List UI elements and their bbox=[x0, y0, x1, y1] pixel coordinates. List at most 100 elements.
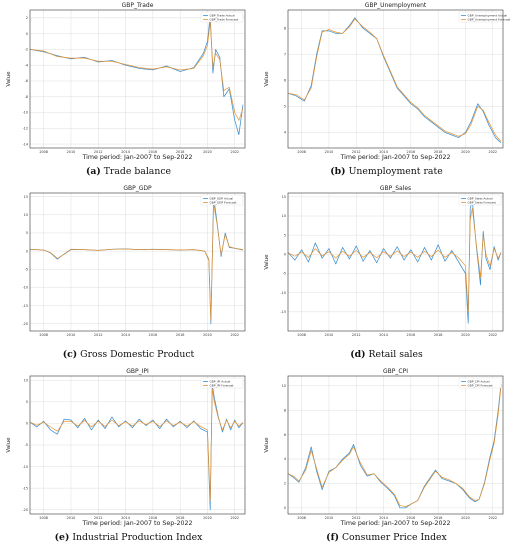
y-tick-label: 10 bbox=[24, 213, 28, 217]
caption-text: Industrial Production Index bbox=[72, 532, 203, 543]
y-tick-label: -15 bbox=[280, 310, 286, 314]
legend-box bbox=[200, 377, 244, 389]
x-tick-label: 2022 bbox=[488, 516, 497, 520]
caption-label: (b) bbox=[330, 166, 346, 177]
x-tick-label: 2012 bbox=[94, 516, 103, 520]
x-tick-label: 2018 bbox=[434, 150, 443, 154]
legend-box bbox=[458, 194, 502, 206]
x-tick-label: 2016 bbox=[149, 150, 158, 154]
plot-frame bbox=[29, 192, 246, 332]
series-line-gbp-cpi-forecast bbox=[287, 386, 502, 508]
y-tick-label: 5 bbox=[26, 231, 28, 235]
legend-label: GBP_Unemployment Actual bbox=[468, 14, 508, 18]
legend-label: GBP_GDP Forecast bbox=[210, 201, 238, 205]
y-tick-label: -15 bbox=[22, 304, 28, 308]
x-tick-label: 2010 bbox=[67, 516, 76, 520]
y-tick-label: 4 bbox=[284, 457, 286, 461]
x-tick-label: 2022 bbox=[488, 150, 497, 154]
y-tick-label: 8 bbox=[284, 408, 286, 412]
x-axis-label: Time period: Jan-2007 to Sep-2022 bbox=[81, 154, 192, 161]
series-line-gbp-sales-actual bbox=[287, 200, 502, 324]
plot-frame bbox=[29, 9, 246, 149]
y-tick-label: 15 bbox=[24, 195, 28, 199]
y-tick-label: -14 bbox=[22, 142, 28, 146]
x-tick-label: 2014 bbox=[121, 150, 130, 154]
plot-frame bbox=[287, 9, 504, 149]
x-tick-label: 2020 bbox=[461, 333, 470, 337]
x-tick-label: 2012 bbox=[352, 333, 361, 337]
y-tick-label: 0 bbox=[26, 422, 28, 426]
y-tick-label: 6 bbox=[284, 79, 286, 83]
caption-industrial-production-index: (e) Industrial Production Index bbox=[0, 532, 257, 543]
caption-gross-domestic-product: (c) Gross Domestic Product bbox=[0, 349, 257, 360]
y-tick-label: 0 bbox=[284, 253, 286, 257]
y-tick-label: 5 bbox=[284, 233, 286, 237]
x-tick-label: 2012 bbox=[352, 150, 361, 154]
panel-unemployment-rate: 2008 2010 2012 2014 2016 2018 2020 2022 8 7 6 5 4 GBP… bbox=[258, 0, 515, 183]
x-tick-label: 2020 bbox=[203, 333, 212, 337]
x-tick-label: 2008 bbox=[297, 333, 306, 337]
y-tick-label: -10 bbox=[22, 111, 28, 115]
y-tick-label: 8 bbox=[284, 26, 286, 30]
legend-label: GBP_Sales Forecast bbox=[468, 201, 497, 205]
caption-consumer-price-index: (f) Consumer Price Index bbox=[258, 532, 515, 543]
y-tick-label: 10 bbox=[24, 379, 28, 383]
panel-consumer-price-index: 2008 2010 2012 2014 2016 2018 2020 2022 10 8 6 4 2 0 G… bbox=[258, 366, 515, 549]
caption-text: Unemployment rate bbox=[348, 166, 443, 177]
y-tick-label: 0 bbox=[284, 506, 286, 510]
legend-label: GBP_Trade Actual bbox=[210, 14, 235, 18]
chart-trade-balance: 2008 2010 2012 2014 2016 2018 2020 2022 2 0 -2 -4 -6… bbox=[6, 2, 246, 161]
y-tick-label: -6 bbox=[25, 79, 28, 83]
x-tick-label: 2014 bbox=[379, 333, 388, 337]
x-tick-label: 2014 bbox=[379, 150, 388, 154]
x-tick-label: 2020 bbox=[461, 516, 470, 520]
legend-label: GBP_IPI Forecast bbox=[210, 384, 235, 388]
y-tick-label: -20 bbox=[22, 508, 28, 512]
x-tick-label: 2018 bbox=[434, 516, 443, 520]
caption-text: Trade balance bbox=[103, 166, 172, 177]
legend-box bbox=[458, 11, 502, 23]
legend-label: GBP_CPI Actual bbox=[468, 380, 490, 384]
x-tick-label: 2010 bbox=[325, 333, 334, 337]
chart-title: GBP_CPI bbox=[383, 368, 408, 375]
legend-label: GBP_IPI Actual bbox=[210, 380, 231, 384]
y-tick-label: 2 bbox=[284, 482, 286, 486]
caption-text: Consumer Price Index bbox=[341, 532, 447, 543]
series-line-gbp-cpi-actual bbox=[287, 384, 502, 509]
y-tick-label: -5 bbox=[25, 443, 28, 447]
x-tick-label: 2010 bbox=[325, 516, 334, 520]
legend-label: GBP_Unemployment Forecast bbox=[468, 18, 512, 22]
x-axis-label: Time period: Jan-2007 to Sep-2022 bbox=[339, 520, 450, 527]
x-axis-label: Time period: Jan-2007 to Sep-2022 bbox=[81, 520, 192, 527]
chart-title: GBP_Trade bbox=[122, 2, 154, 9]
series-line-gbp-gdp-forecast bbox=[29, 203, 244, 321]
y-tick-label: -12 bbox=[22, 126, 28, 130]
series-line-gbp-unemployment-forecast bbox=[287, 18, 502, 142]
y-tick-label: 2 bbox=[26, 16, 28, 20]
y-tick-label: -10 bbox=[280, 291, 286, 295]
panel-industrial-production-index: 2008 2010 2012 2014 2016 2018 2020 2022 10 5 0 -5 -1… bbox=[0, 366, 257, 549]
chart-unemployment-rate: 2008 2010 2012 2014 2016 2018 2020 2022 8 7 6 5 4 GBP… bbox=[264, 2, 512, 161]
legend-label: GBP_Sales Actual bbox=[468, 197, 493, 201]
y-tick-label: 0 bbox=[26, 249, 28, 253]
panel-retail-sales: 2008 2010 2012 2014 2016 2018 2020 2022 15 10 5 0 -5… bbox=[258, 183, 515, 366]
series-line-gbp-trade-actual bbox=[29, 15, 244, 135]
legend-label: GBP_Trade Forecast bbox=[210, 18, 239, 22]
x-tick-label: 2014 bbox=[121, 333, 130, 337]
series-line-gbp-ipi-forecast bbox=[29, 388, 244, 502]
x-tick-label: 2016 bbox=[407, 150, 416, 154]
x-tick-label: 2018 bbox=[176, 150, 185, 154]
x-tick-label: 2008 bbox=[39, 516, 48, 520]
y-axis-label: Value bbox=[6, 437, 12, 453]
x-tick-label: 2016 bbox=[149, 516, 158, 520]
caption-text: Retail sales bbox=[368, 349, 423, 360]
y-axis-label: Value bbox=[6, 71, 12, 87]
x-tick-label: 2008 bbox=[39, 333, 48, 337]
x-tick-label: 2012 bbox=[94, 150, 103, 154]
legend-box bbox=[200, 11, 244, 23]
x-tick-label: 2022 bbox=[230, 516, 239, 520]
